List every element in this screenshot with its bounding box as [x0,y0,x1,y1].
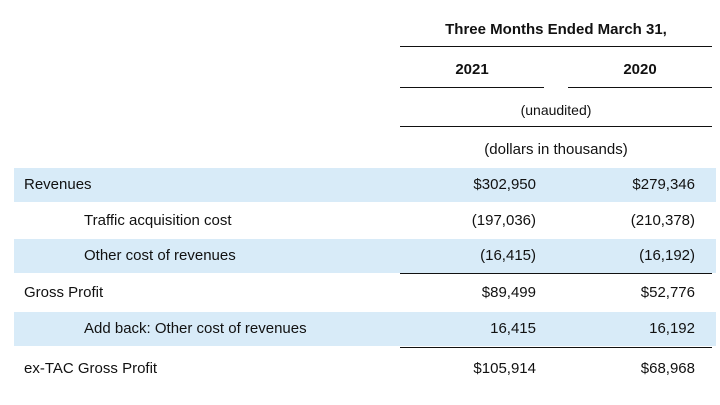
subtotal-rule [400,273,712,274]
row-label: Add back: Other cost of revenues [84,320,307,337]
value-2020: $68,968 [640,360,695,377]
value-2021: 16,415 [490,320,536,337]
row-label: ex-TAC Gross Profit [24,360,158,377]
table-row-revenues: Revenues $302,950 $279,346 [14,168,716,202]
value-2020: 16,192 [649,320,695,337]
audit-note: (unaudited) [520,102,592,118]
row-label: Traffic acquisition cost [84,212,232,229]
value-2020: (16,192) [639,247,695,264]
year-2020-header: 2020 [623,61,657,78]
value-2020: $279,346 [632,176,695,193]
value-2021: (197,036) [471,212,536,229]
year-2021-header: 2021 [455,61,489,78]
value-2021: $302,950 [473,176,536,193]
year-2020-rule [568,87,712,88]
value-2020: (210,378) [630,212,695,229]
total-rule [400,347,712,348]
row-label: Gross Profit [24,284,104,301]
year-2021-rule [400,87,544,88]
audit-rule [400,126,712,127]
table-row-traffic-acquisition-cost: Traffic acquisition cost (197,036) (210,… [14,204,716,238]
table-row-gross-profit: Gross Profit $89,499 $52,776 [14,276,716,310]
row-label: Revenues [24,176,92,193]
header-rule [400,46,712,47]
row-label: Other cost of revenues [84,247,236,264]
value-2020: $52,776 [640,284,695,301]
table-row-other-cost-of-revenues: Other cost of revenues (16,415) (16,192) [14,239,716,273]
table-row-ex-tac-gross-profit: ex-TAC Gross Profit $105,914 $68,968 [14,352,716,386]
value-2021: (16,415) [480,247,536,264]
value-2021: $89,499 [481,284,536,301]
table-row-add-back: Add back: Other cost of revenues 16,415 … [14,312,716,346]
value-2021: $105,914 [473,360,536,377]
units-note: (dollars in thousands) [484,141,628,158]
period-title: Three Months Ended March 31, [445,21,667,38]
